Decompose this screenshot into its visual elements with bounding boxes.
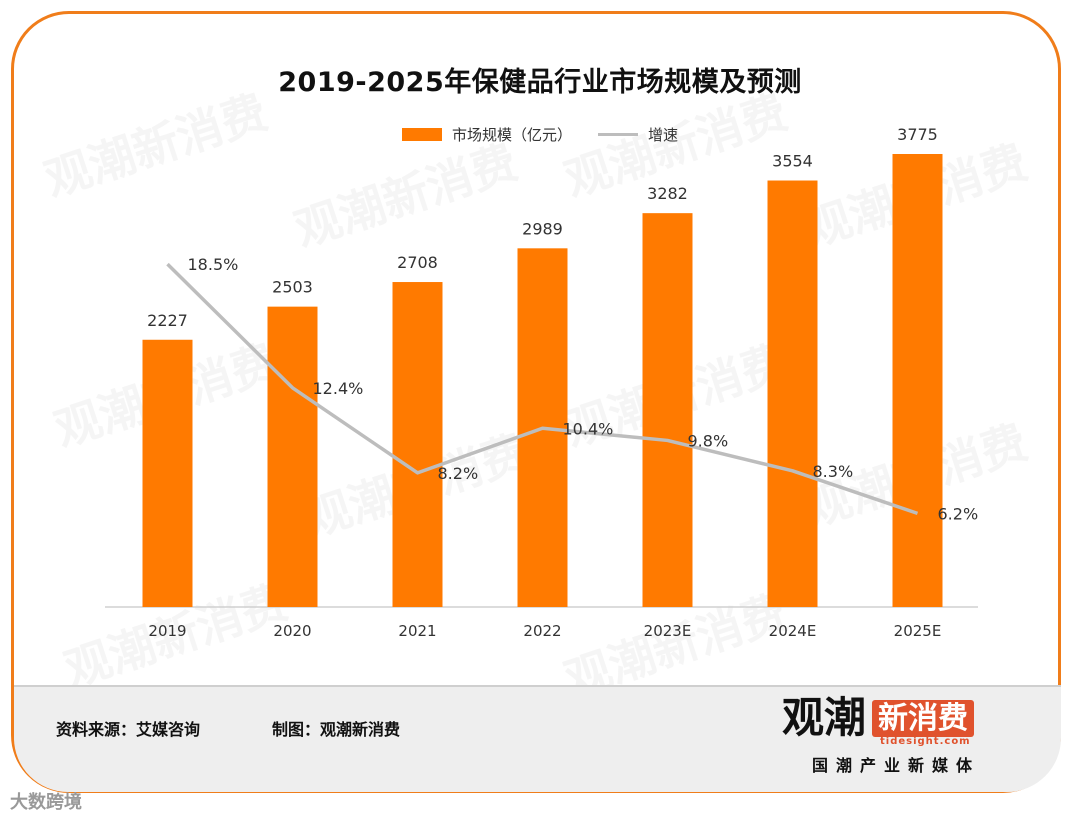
bar-2023E xyxy=(642,213,693,607)
brand-logo-badge: 新消费 xyxy=(872,700,974,737)
growth-value-label: 8.2% xyxy=(438,464,479,483)
legend-bar-swatch xyxy=(401,128,442,141)
maker-note: 制图：观潮新消费 xyxy=(272,720,401,739)
x-tick-label: 2021 xyxy=(398,622,436,640)
bar-value-label: 2503 xyxy=(272,278,313,297)
bar-value-label: 3775 xyxy=(897,125,938,144)
growth-value-label: 10.4% xyxy=(563,419,614,438)
x-tick-label: 2020 xyxy=(273,622,311,640)
growth-value-label: 9.8% xyxy=(688,431,729,450)
growth-value-label: 18.5% xyxy=(188,255,239,274)
brand-logo-url: tidesight.com xyxy=(880,736,971,747)
brand-slogan: 国潮产业新媒体 xyxy=(812,756,981,775)
x-tick-label: 2019 xyxy=(148,622,186,640)
growth-value-label: 12.4% xyxy=(313,379,364,398)
bar-2019 xyxy=(142,339,193,607)
bar-2025E xyxy=(892,154,943,607)
bar-2021 xyxy=(392,282,443,607)
source-note: 资料来源：艾媒咨询 xyxy=(56,720,201,739)
chart-legend: 市场规模（亿元） 增速 xyxy=(0,124,1080,145)
growth-value-label: 8.3% xyxy=(813,462,854,481)
corner-watermark: 大数跨境 xyxy=(10,792,82,813)
bar-value-label: 2989 xyxy=(522,219,563,238)
x-tick-label: 2025E xyxy=(894,622,942,640)
growth-value-label: 6.2% xyxy=(938,504,979,523)
bar-value-label: 3282 xyxy=(647,184,688,203)
bar-value-label: 2227 xyxy=(147,311,188,330)
chart-plot: 2227 2019 2503 2020 2708 2021 2989 2022 3282 2023… xyxy=(105,125,979,640)
growth-line xyxy=(166,262,919,516)
x-tick-label: 2023E xyxy=(644,622,692,640)
bar-2024E xyxy=(767,180,818,607)
legend-line-label: 增速 xyxy=(648,126,679,144)
chart-title: 2019-2025年保健品行业市场规模及预测 xyxy=(278,67,802,98)
legend-bar-label: 市场规模（亿元） xyxy=(451,126,572,144)
brand-logo-main: 观潮 xyxy=(782,693,867,742)
bar-value-label: 3554 xyxy=(772,152,813,171)
bar-2020 xyxy=(267,306,318,607)
x-tick-label: 2024E xyxy=(769,622,817,640)
legend-line-swatch xyxy=(598,133,638,136)
x-tick-label: 2022 xyxy=(523,622,561,640)
bar-value-label: 2708 xyxy=(397,253,438,272)
